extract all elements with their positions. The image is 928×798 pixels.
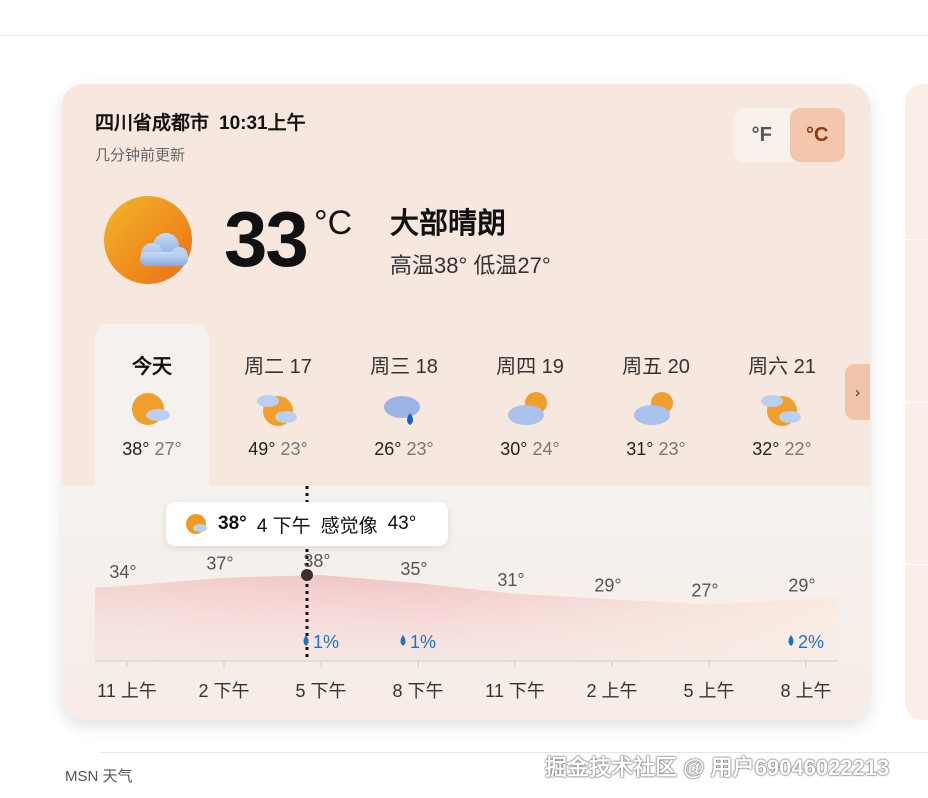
day-temps: 49° 23° [221,439,335,460]
x-tick-label: 2 下午 [198,681,249,701]
day-low: 23° [280,439,308,459]
x-tick-label: 2 上午 [586,681,637,701]
day-high: 30° [500,439,528,459]
temperature-area-fade [95,575,838,661]
x-tick-label: 11 上午 [97,681,157,701]
day-high: 38° [122,439,150,459]
condition: 大部晴朗 [390,208,507,240]
divider [0,35,928,36]
day-name: 周四 19 [496,356,564,378]
day-high: 26° [374,439,402,459]
watermark: 掘金技术社区 @ 用户69046022213 [545,755,890,780]
raindrop-icon [400,635,406,646]
x-tick-label: 5 下午 [295,681,346,701]
day-1[interactable]: 周二 17 49° 23° [221,324,335,486]
tooltip-feels: 43° [387,513,417,534]
tooltip-feels-label: 感觉像 [320,515,378,537]
x-tick-label: 8 下午 [392,681,443,701]
day-0[interactable]: 今天 38° 27° [95,324,209,486]
temp-label: 37° [206,554,233,574]
day-temps: 31° 23° [599,439,713,460]
day-low: 27° [154,439,182,459]
x-tick-label: 8 上午 [780,681,831,701]
day-low: 22° [784,439,812,459]
day-4[interactable]: 周五 20 31° 23° [599,324,713,486]
location: 四川省成都市 [95,113,210,134]
cloud-sun-behind-icon [634,392,673,425]
next-days-button[interactable]: › [845,364,870,420]
day-3[interactable]: 周四 19 30° 24° [473,324,587,486]
day-name: 今天 [132,356,172,378]
x-tick-label: 5 上午 [683,681,734,701]
day-name: 周六 21 [748,356,816,378]
location-time: 四川省成都市 10:31上午 [95,108,306,135]
hover-tooltip: 38° 4 下午 感觉像 43° [166,502,448,546]
sun-cloud-icon [132,393,170,425]
chevron-right-icon: › [855,383,860,401]
day-name: 周二 17 [244,356,312,378]
precip-label: 2% [798,632,824,652]
temp-label: 34° [109,562,136,582]
day-5[interactable]: 周六 21 32° 22° [725,324,839,486]
rain-icon [384,396,420,425]
tooltip-temp: 38° [218,513,247,534]
day-name: 周五 20 [622,356,690,378]
day-low: 24° [532,439,560,459]
precip-label: 1% [313,632,339,652]
day-2[interactable]: 周三 18 26° 23° [347,324,461,486]
day-high: 32° [752,439,780,459]
celsius-button[interactable]: °C [789,108,845,162]
day-high: 49° [248,439,276,459]
hover-point [301,569,313,581]
day-temps: 38° 27° [95,439,209,460]
tooltip-time: 4 下午 [256,515,311,537]
cloud-sun-icon [257,395,297,426]
cloud-sun-icon [761,395,801,426]
day-temps: 26° 23° [347,439,461,460]
partly-sunny-icon [104,196,192,284]
adjacent-panel[interactable] [905,84,928,720]
precip-label: 1% [410,632,436,652]
high-low: 高温38° 低温27° [390,253,551,278]
source-label[interactable]: MSN 天气 [65,768,133,785]
weather-card: 四川省成都市 10:31上午 几分钟前更新 °F °C 33 °C 大部晴朗 高温… [62,84,870,720]
fahrenheit-button[interactable]: °F [751,123,772,146]
current-temp: 33 [224,195,309,283]
raindrop-icon [303,635,309,646]
time: 10:31上午 [219,113,306,134]
day-low: 23° [406,439,434,459]
temp-label: 35° [400,559,427,579]
day-name: 周三 18 [370,356,438,378]
temp-label: 38° [303,551,330,571]
unit-toggle: °F °C [734,108,845,162]
temp-label: 29° [594,575,621,595]
day-low: 23° [658,439,686,459]
temp-unit: °C [314,204,353,242]
raindrop-icon [788,635,794,646]
daily-forecast: 今天 38° 27° 周二 17 49° 23° 周三 18 26° 23° 周四 1… [62,324,870,486]
sun-cloud-icon [186,514,207,534]
updated-text: 几分钟前更新 [95,147,186,164]
x-tick-label: 11 下午 [485,681,545,701]
temp-label: 31° [497,570,524,590]
temp-label: 29° [788,575,815,595]
divider [100,752,928,753]
day-temps: 32° 22° [725,439,839,460]
day-high: 31° [626,439,654,459]
day-temps: 30° 24° [473,439,587,460]
cloud-sun-behind-icon [508,392,547,425]
temp-label: 27° [691,581,718,601]
hourly-chart-svg: 11 上午 34° 2 下午 37° 5 下午 38° 1% 8 下午 35° 1% 11 下午 31… [95,486,838,701]
